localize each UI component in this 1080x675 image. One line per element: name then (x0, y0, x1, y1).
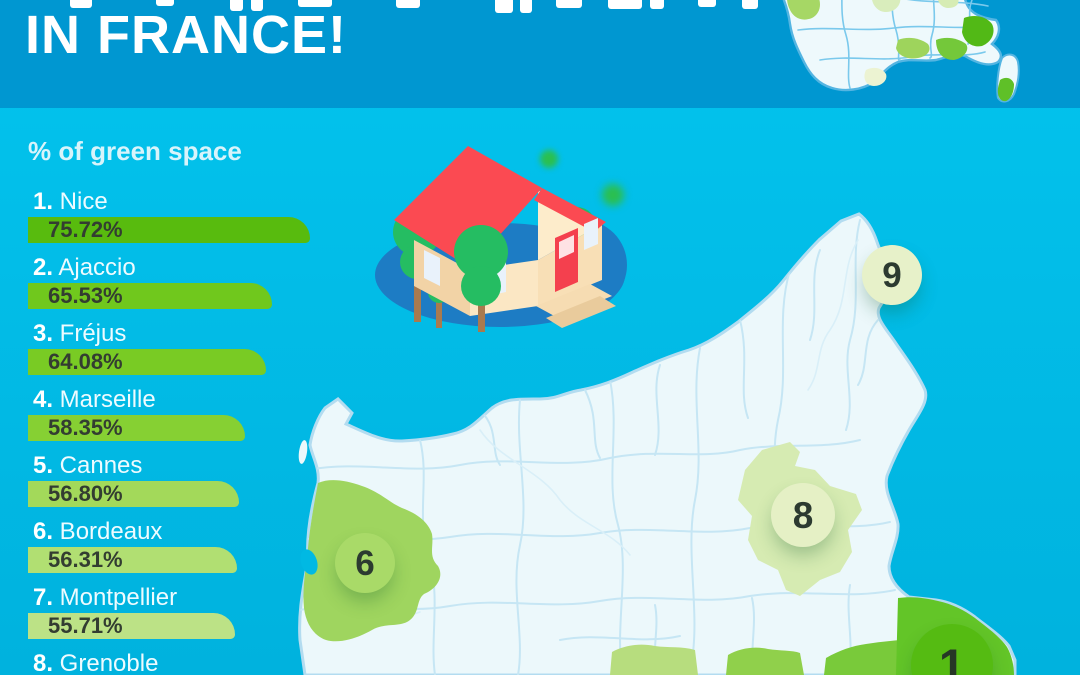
cropped-title-fragment (608, 0, 642, 9)
city-name: Montpellier (53, 584, 178, 611)
coastal-island (298, 440, 308, 464)
porch-step (536, 284, 612, 318)
cropped-title-fragment (698, 0, 716, 7)
percentage-value: 55.71% (48, 613, 123, 638)
blurred-leaf-dot (540, 150, 558, 168)
cropped-title-fragment (495, 0, 513, 13)
city-name: Ajaccio (53, 254, 136, 281)
window (584, 218, 598, 250)
ranking-item-marseille: 4. Marseille 58.35% (28, 387, 368, 453)
rank-number: 6. (33, 518, 54, 545)
rank-number: 3. (33, 320, 54, 347)
rank-number: 1. (33, 188, 54, 215)
city-name: Nice (53, 188, 108, 215)
cropped-title-fragment (396, 0, 420, 8)
percentage-value: 56.31% (48, 547, 123, 572)
ranking-item-grenoble: 8. Grenoble (28, 651, 368, 675)
map-rank-marker-9: 9 (862, 245, 922, 305)
percentage-value: 58.35% (48, 415, 123, 440)
tree-canopy (461, 266, 501, 306)
rank-number: 2. (33, 254, 54, 281)
rank-number: 8. (33, 650, 54, 675)
cropped-title-fragment (70, 0, 92, 8)
cropped-title-fragment (742, 0, 758, 9)
cropped-title-fragment (230, 0, 243, 11)
dept-south-c (824, 640, 903, 675)
cropped-title-fragment (298, 0, 332, 7)
ranking-item-label: 8. Grenoble (28, 651, 368, 675)
roof (394, 146, 542, 268)
percentage-bar: 56.80% (28, 481, 240, 507)
rank-number: 4. (33, 386, 54, 413)
minimap-landmass (782, 0, 1003, 92)
city-name: Marseille (53, 386, 156, 413)
cropped-title-fragment (156, 0, 174, 6)
rank-number: 7. (33, 584, 54, 611)
ranking-list: 1. Nice 75.72% 2. Ajaccio 65.53% 3. Fréjus 64… (28, 189, 368, 675)
ranking-item-label: 7. Montpellier (28, 585, 368, 611)
city-name: Fréjus (53, 320, 127, 347)
percentage-bar: 64.08% (28, 349, 267, 375)
door (555, 228, 578, 292)
percentage-bar: 56.31% (28, 547, 238, 573)
rank-number: 5. (33, 452, 54, 479)
ranking-panel: % of green space 1. Nice 75.72% 2. Ajaccio… (28, 136, 368, 675)
percentage-value: 56.80% (48, 481, 123, 506)
map-rank-marker-6: 6 (335, 533, 395, 593)
cropped-title-fragment (556, 0, 582, 8)
percentage-bar: 65.53% (28, 283, 272, 309)
ranking-item-cannes: 5. Cannes 56.80% (28, 453, 368, 519)
ranking-item-label: 1. Nice (28, 189, 368, 215)
house-illustration (375, 146, 627, 332)
tree-trunk (436, 298, 442, 328)
minimap-corsica-south (997, 77, 1014, 102)
window (424, 250, 440, 286)
legend-heading: % of green space (28, 136, 242, 166)
tree-trunk (478, 302, 485, 332)
header-band: IN FRANCE! (0, 0, 1080, 108)
cropped-title-fragment (520, 0, 532, 13)
city-name: Bordeaux (53, 518, 163, 545)
ranking-item-label: 6. Bordeaux (28, 519, 368, 545)
tree-canopy (454, 225, 508, 279)
cropped-title-fragment (251, 0, 263, 11)
map-rank-marker-8: 8 (771, 483, 835, 547)
porch-step (546, 296, 616, 328)
minimap-green-departments (787, 0, 994, 86)
ranking-item-bordeaux: 6. Bordeaux 56.31% (28, 519, 368, 585)
roof-edge (534, 188, 606, 232)
ranking-item-frjus: 3. Fréjus 64.08% (28, 321, 368, 387)
page-title: IN FRANCE! (25, 5, 347, 65)
door-window (559, 235, 574, 259)
city-name: Grenoble (53, 650, 159, 675)
percentage-value: 64.08% (48, 349, 123, 374)
blurred-leaf-dot (602, 184, 624, 206)
percentage-bar: 75.72% (28, 217, 310, 243)
ranking-item-label: 4. Marseille (28, 387, 368, 413)
house (394, 146, 616, 328)
city-name: Cannes (53, 452, 143, 479)
ranking-item-label: 5. Cannes (28, 453, 368, 479)
ranking-item-label: 3. Fréjus (28, 321, 368, 347)
arcachon-bay (300, 549, 318, 575)
france-minimap (782, 0, 1020, 103)
percentage-value: 65.53% (48, 283, 123, 308)
ranking-item-ajaccio: 2. Ajaccio 65.53% (28, 255, 368, 321)
ranking-item-nice: 1. Nice 75.72% (28, 189, 368, 255)
percentage-bar: 55.71% (28, 613, 236, 639)
percentage-value: 75.72% (48, 217, 123, 242)
ranking-item-label: 2. Ajaccio (28, 255, 368, 281)
dept-south-b (726, 647, 804, 675)
ranking-item-montpellier: 7. Montpellier 55.71% (28, 585, 368, 651)
dept-south-a (610, 644, 698, 675)
tree-trunk (414, 270, 421, 322)
cropped-title-fragment (650, 0, 664, 9)
percentage-bar: 58.35% (28, 415, 246, 441)
